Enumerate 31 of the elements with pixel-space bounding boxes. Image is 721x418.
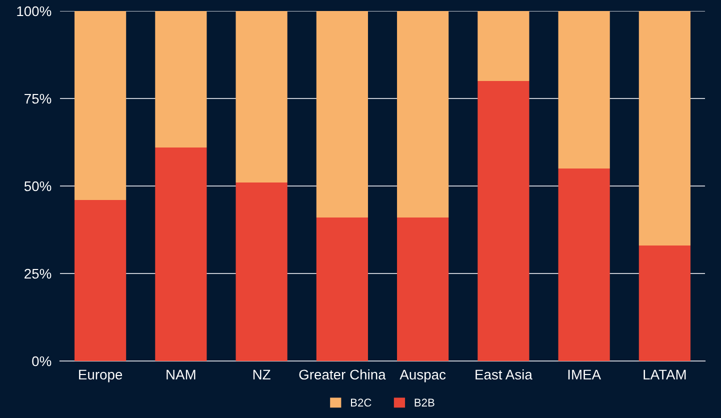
- bar: [74, 11, 126, 200]
- bar: [558, 168, 610, 361]
- bar: [155, 148, 207, 361]
- legend-label: B2B: [414, 398, 434, 406]
- bar: [638, 246, 690, 361]
- x-tick-label: Greater China: [299, 369, 386, 380]
- legend-label: B2C: [350, 398, 372, 407]
- x-tick-label: East Asia: [476, 369, 532, 380]
- bar: [397, 11, 449, 218]
- x-tick-label: Auspac: [400, 370, 446, 382]
- bar: [397, 218, 449, 361]
- x-tick-label: NZ: [253, 370, 270, 380]
- x-tick-label: LATAM: [644, 370, 686, 380]
- x-tick-label: IMEA: [568, 370, 602, 380]
- y-tick-label: 100%: [17, 6, 52, 16]
- bar: [155, 11, 207, 148]
- y-tick-label: 75%: [24, 94, 52, 104]
- y-tick-label: 0%: [32, 356, 52, 366]
- y-tick-label: 25%: [24, 268, 52, 279]
- bar: [478, 81, 530, 361]
- x-tick-label: Europe: [79, 370, 122, 382]
- bar: [316, 11, 368, 218]
- bar: [236, 182, 288, 361]
- bar: [478, 11, 530, 81]
- bar: [74, 200, 126, 361]
- x-tick-label: NAM: [166, 370, 196, 380]
- bar: [638, 11, 690, 246]
- y-tick-label: 50%: [24, 181, 52, 192]
- bar: [316, 218, 368, 361]
- bar: [236, 11, 288, 182]
- bar: [558, 11, 610, 168]
